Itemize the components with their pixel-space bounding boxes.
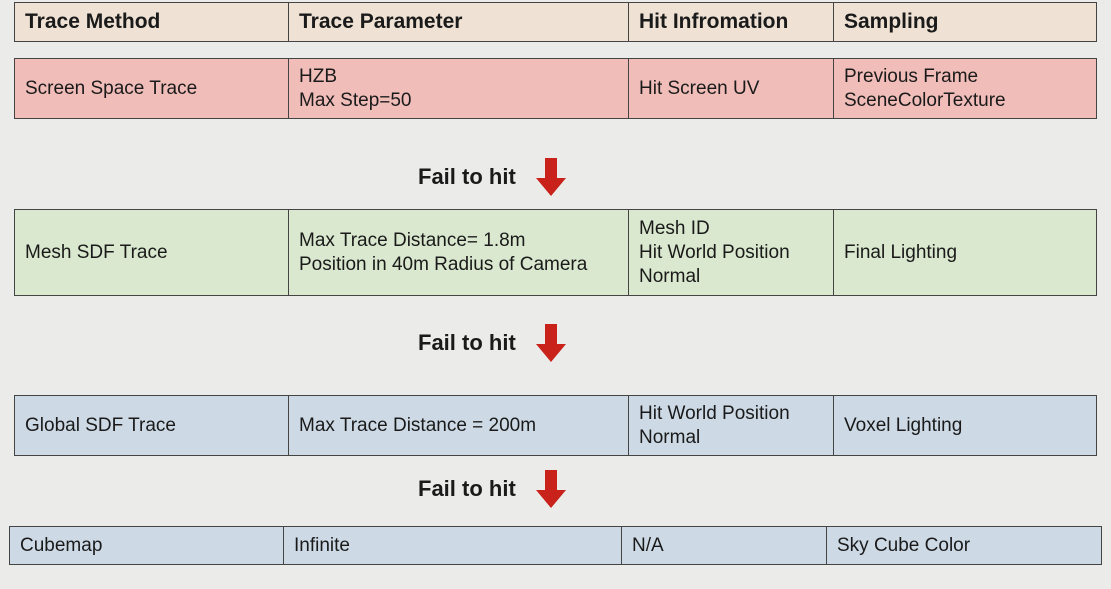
fail-to-hit-3: Fail to hit [418, 470, 566, 508]
cell-text: Max Trace Distance = 200m [299, 414, 537, 436]
cell-text: Final Lighting [844, 241, 958, 263]
cell-sampling: Final Lighting [834, 210, 1096, 295]
cell-text: N/A [632, 534, 664, 556]
header-hit-information: Hit Infromation [629, 3, 834, 41]
cell-text: Voxel Lighting [844, 414, 963, 436]
cell-text: Hit World Position [639, 402, 790, 424]
cell-text: Previous Frame [844, 65, 979, 87]
cell-method: Cubemap [10, 527, 284, 564]
fail-label: Fail to hit [418, 330, 516, 355]
cell-parameter: Max Trace Distance = 200m [289, 396, 629, 455]
cell-method: Global SDF Trace [15, 396, 289, 455]
fail-label: Fail to hit [418, 164, 516, 189]
cell-text: Sky Cube Color [837, 534, 971, 556]
cell-method: Screen Space Trace [15, 59, 289, 118]
cell-hit-info: Hit World Position Normal [629, 396, 834, 455]
cell-text: Normal [639, 265, 701, 287]
cell-text: Max Trace Distance= 1.8m [299, 229, 526, 251]
cell-sampling: Previous Frame SceneColorTexture [834, 59, 1096, 118]
cell-parameter: HZB Max Step=50 [289, 59, 629, 118]
cell-sampling: Voxel Lighting [834, 396, 1096, 455]
cell-text: Normal [639, 426, 701, 448]
row-mesh-sdf-trace: Mesh SDF Trace Max Trace Distance= 1.8m Po… [14, 209, 1097, 296]
cell-text: Position in 40m Radius of Camera [299, 253, 588, 275]
cell-text: Cubemap [20, 534, 103, 556]
cell-parameter: Infinite [284, 527, 622, 564]
cell-method: Mesh SDF Trace [15, 210, 289, 295]
cell-text: HZB [299, 65, 337, 87]
cell-text: Hit Screen UV [639, 77, 760, 99]
down-arrow-icon [535, 470, 566, 508]
cell-text: Global SDF Trace [25, 414, 176, 436]
header-row: Trace Method Trace Parameter Hit Infroma… [14, 2, 1097, 42]
row-global-sdf-trace: Global SDF Trace Max Trace Distance = 200… [14, 395, 1097, 456]
cell-hit-info: N/A [622, 527, 827, 564]
cell-text: Max Step=50 [299, 89, 412, 111]
fail-to-hit-2: Fail to hit [418, 324, 566, 362]
row-cubemap: Cubemap Infinite N/A Sky Cube Color [9, 526, 1102, 565]
cell-text: Mesh ID [639, 217, 710, 239]
header-trace-method: Trace Method [15, 3, 289, 41]
down-arrow-icon [535, 158, 566, 196]
down-arrow-icon [535, 324, 566, 362]
cell-text: Infinite [294, 534, 350, 556]
cell-text: Mesh SDF Trace [25, 241, 168, 263]
header-sampling: Sampling [844, 10, 939, 33]
header-trace-parameter: Trace Parameter [289, 3, 629, 41]
cell-text: Screen Space Trace [25, 77, 198, 99]
cell-text: SceneColorTexture [844, 89, 1006, 111]
fail-label: Fail to hit [418, 476, 516, 501]
cell-hit-info: Mesh ID Hit World Position Normal [629, 210, 834, 295]
row-screen-space-trace: Screen Space Trace HZB Max Step=50 Hit Scre… [14, 58, 1097, 119]
cell-hit-info: Hit Screen UV [629, 59, 834, 118]
cell-parameter: Max Trace Distance= 1.8m Position in 40m … [289, 210, 629, 295]
cell-text: Hit World Position [639, 241, 790, 263]
fail-to-hit-1: Fail to hit [418, 158, 566, 196]
cell-sampling: Sky Cube Color [827, 527, 1101, 564]
